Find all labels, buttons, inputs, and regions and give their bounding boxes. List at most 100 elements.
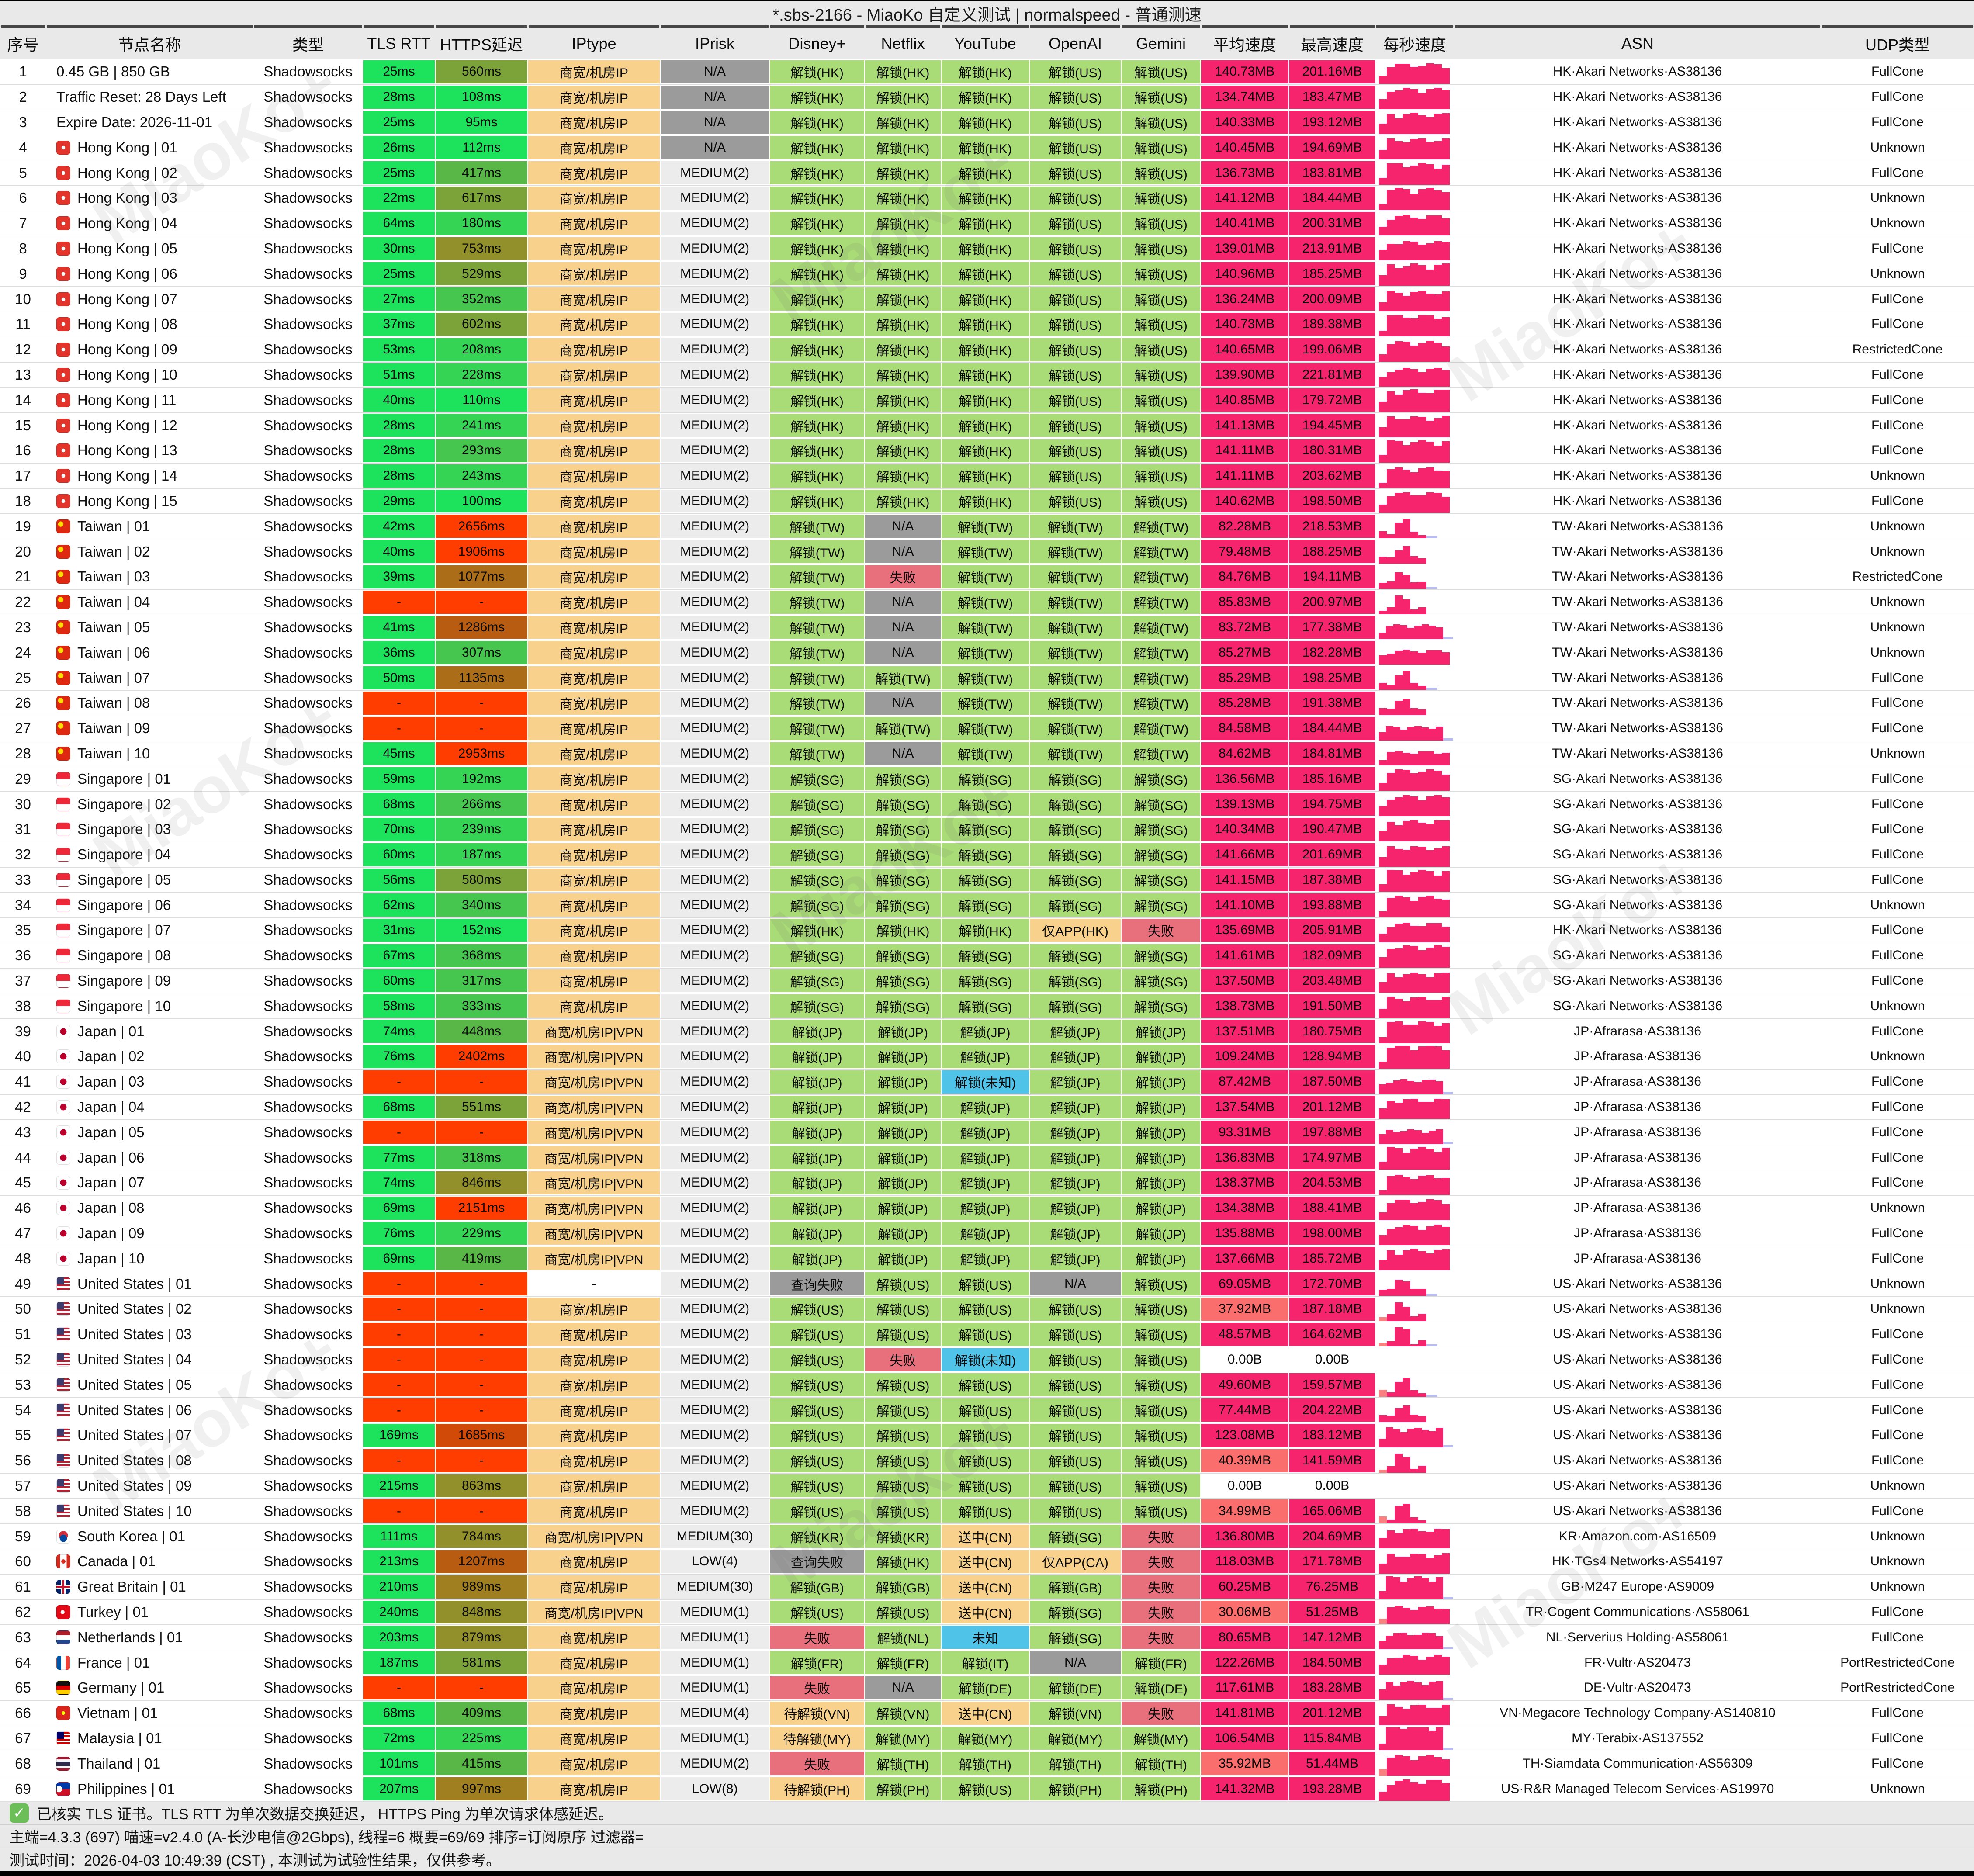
cell-netflix-status: 解锁(FR) — [865, 1651, 941, 1674]
cell-ip-risk: MEDIUM(2) — [661, 1298, 769, 1321]
cell-udp-type: RestrictedCone — [1852, 569, 1943, 584]
cell-avg-speed: 93.31MB — [1201, 1121, 1288, 1144]
cell-node-name: Japan | 06 — [46, 1145, 253, 1170]
cell-ip-type: 商宽/机房IP — [528, 969, 660, 993]
sparkline-bar — [1410, 1025, 1418, 1044]
sparkline-bar — [1387, 469, 1395, 488]
sparkline-bar — [1414, 1727, 1422, 1751]
cell-https-delay: 529ms — [436, 262, 527, 286]
cell-disney-status: 解锁(HK) — [770, 439, 864, 462]
sparkline-bar — [1387, 997, 1395, 1018]
node-name-text: Japan | 02 — [77, 1048, 145, 1065]
cell-https-delay: 580ms — [436, 868, 527, 892]
cell-node-name: Vietnam | 01 — [46, 1701, 253, 1726]
sparkline-bar — [1387, 821, 1395, 841]
cell-node-name: Hong Kong | 07 — [46, 287, 253, 312]
cell-asn: HK·Akari Networks·AS38136 — [1553, 392, 1722, 407]
sparkline-bar — [1403, 1556, 1410, 1574]
table-row: 59 South Korea | 01 Shadowsocks 111ms 784ms 商… — [0, 1524, 1974, 1550]
cell-udp-type: Unknown — [1870, 140, 1925, 155]
node-name-text: Canada | 01 — [77, 1553, 156, 1570]
node-name-text: United States | 02 — [77, 1301, 192, 1317]
cell-asn: TW·Akari Networks·AS38136 — [1552, 721, 1723, 736]
cell-disney-status: 解锁(FR) — [770, 1651, 864, 1674]
cell-protocol-type: Shadowsocks — [263, 492, 353, 509]
cell-udp-type: FullCone — [1871, 696, 1924, 710]
sparkline-bar — [1410, 345, 1418, 362]
cell-index: 8 — [19, 240, 27, 256]
country-flag-icon — [56, 948, 70, 963]
sparkline-tail-bar — [1426, 687, 1437, 690]
cell-node-name: Hong Kong | 03 — [46, 186, 253, 211]
cell-netflix-status: 解锁(HK) — [865, 312, 941, 336]
cell-youtube-status: 解锁(HK) — [942, 464, 1029, 488]
cell-youtube-status: 解锁(JP) — [942, 1247, 1029, 1270]
sparkline-bar — [1410, 165, 1418, 185]
cell-node-name: Japan | 07 — [46, 1170, 253, 1195]
speed-sparkline — [1376, 1196, 1453, 1220]
sparkline-bar — [1410, 1705, 1418, 1725]
cell-max-speed: 204.53MB — [1289, 1171, 1375, 1194]
cell-disney-status: 解锁(JP) — [770, 1196, 864, 1220]
cell-netflix-status: 失败 — [865, 565, 941, 588]
cell-index: 6 — [19, 190, 27, 206]
sparkline-bar — [1426, 1199, 1434, 1220]
table-row: 68 Thailand | 01 Shadowsocks 101ms 415ms 商宽/机… — [0, 1751, 1974, 1777]
cell-protocol-type: Shadowsocks — [263, 896, 353, 913]
sparkline-bar — [1442, 1553, 1450, 1574]
cell-ip-risk: MEDIUM(2) — [661, 1171, 769, 1194]
cell-node-name: United States | 07 — [46, 1423, 253, 1448]
node-name-text: Japan | 01 — [77, 1023, 145, 1039]
sparkline-bar — [1403, 1099, 1410, 1119]
country-flag-icon — [56, 721, 70, 736]
sparkline-bar — [1418, 1783, 1426, 1801]
footer-test-time: 测试时间：2026-04-03 10:49:39 (CST) , 本测试为试验性… — [0, 1848, 1974, 1871]
cell-openai-status: 解锁(US) — [1030, 1298, 1121, 1321]
cell-ip-risk: LOW(4) — [661, 1550, 769, 1573]
cell-youtube-status: 解锁(US) — [942, 1499, 1029, 1523]
sparkline-bar — [1379, 1317, 1387, 1321]
cell-disney-status: 解锁(US) — [770, 1424, 864, 1447]
cell-protocol-type: Shadowsocks — [263, 720, 353, 737]
cell-disney-status: 解锁(SG) — [770, 817, 864, 841]
cell-ip-risk: MEDIUM(30) — [661, 1575, 769, 1599]
speed-sparkline — [1376, 1019, 1453, 1044]
sparkline-bar — [1387, 1022, 1395, 1044]
sparkline-bar — [1410, 1517, 1418, 1523]
cell-max-speed: 0.00B — [1289, 1474, 1375, 1498]
cell-openai-status: 解锁(TW) — [1030, 666, 1121, 689]
sparkline-bar — [1386, 1427, 1393, 1447]
cell-max-speed: 191.38MB — [1289, 691, 1375, 715]
cell-netflix-status: 解锁(TW) — [865, 666, 941, 689]
cell-youtube-status: 解锁(SG) — [942, 817, 1029, 841]
cell-max-speed: 221.81MB — [1289, 363, 1375, 387]
sparkline-bar — [1400, 1682, 1408, 1700]
country-flag-icon — [56, 1353, 70, 1367]
cell-avg-speed: 140.85MB — [1201, 388, 1288, 412]
table-row: 23 Taiwan | 05 Shadowsocks 41ms 1286ms 商宽/机房I… — [0, 615, 1974, 640]
cell-max-speed: 200.09MB — [1289, 287, 1375, 311]
cell-protocol-type: Shadowsocks — [263, 391, 353, 408]
country-flag-icon — [56, 1529, 70, 1544]
sparkline-bar — [1387, 1466, 1395, 1473]
node-name-text: Taiwan | 01 — [77, 518, 150, 534]
sparkline-bar — [1393, 1633, 1400, 1650]
cell-disney-status: 解锁(HK) — [770, 211, 864, 235]
sparkline-bar — [1379, 1689, 1386, 1700]
cell-gemini-status: 解锁(TW) — [1122, 641, 1200, 665]
cell-gemini-status: 解锁(US) — [1122, 1348, 1200, 1371]
cell-netflix-status: 解锁(SG) — [865, 994, 941, 1018]
cell-youtube-status: 解锁(HK) — [942, 85, 1029, 109]
cell-udp-type: FullCone — [1871, 670, 1924, 685]
cell-gemini-status: 解锁(US) — [1122, 161, 1200, 184]
sparkline-bar — [1393, 727, 1400, 741]
table-row: 14 Hong Kong | 11 Shadowsocks 40ms 110ms 商宽/机… — [0, 388, 1974, 413]
sparkline-bar — [1395, 595, 1403, 614]
sparkline-bar — [1379, 402, 1387, 412]
sparkline-bar — [1407, 628, 1415, 640]
cell-disney-status: 解锁(TW) — [770, 590, 864, 614]
sparkline-bar — [1418, 393, 1426, 412]
sparkline-bar — [1387, 1520, 1395, 1523]
cell-youtube-status: 解锁(US) — [942, 1777, 1029, 1800]
cell-max-speed: 51.44MB — [1289, 1752, 1375, 1776]
